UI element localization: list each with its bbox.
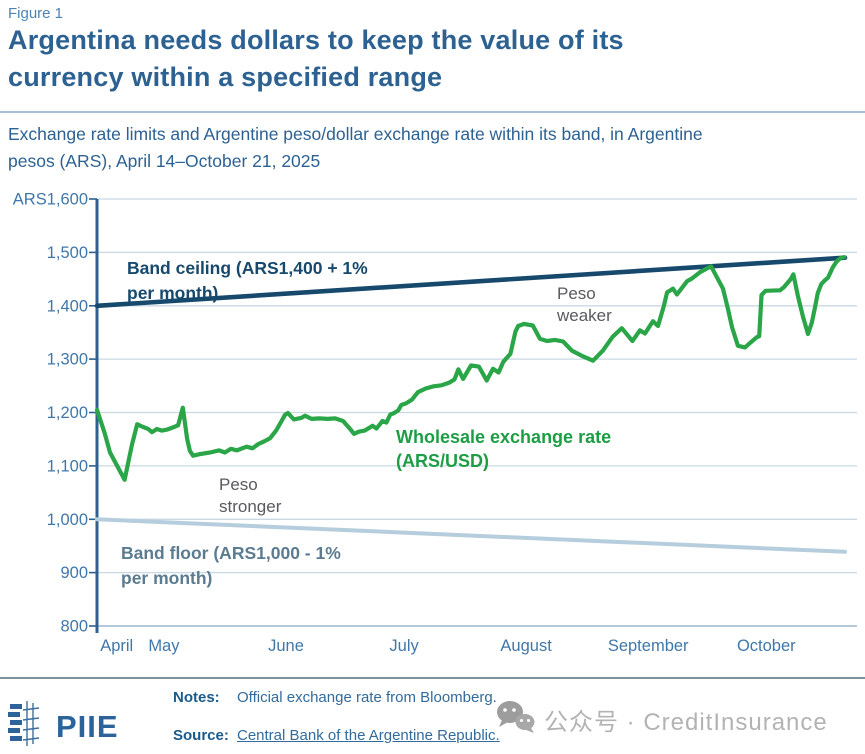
y-tick-label-1300: 1,300 <box>47 351 88 369</box>
wholesale-rate-label: Wholesale exchange rate (ARS/USD) <box>396 427 611 471</box>
x-label-september: September <box>608 637 689 655</box>
x-label-october: October <box>737 637 796 655</box>
piie-logo-text: PIIE <box>56 708 119 744</box>
band-floor-line <box>95 517 847 554</box>
watermark-text: 公众号 · CreditInsurance <box>544 709 828 736</box>
y-tick-label-1500: 1,500 <box>47 244 88 262</box>
figure-label: Figure 1 <box>8 5 64 22</box>
notes-label: Notes: <box>173 689 220 706</box>
x-label-august: August <box>500 637 552 655</box>
y-tick-label-900: 900 <box>60 564 88 582</box>
y-tick-label-1000: 1,000 <box>47 511 88 529</box>
x-label-april: April <box>100 637 133 655</box>
source-row: Source: Central Bank of the Argentine Re… <box>173 727 500 744</box>
watermark: 公众号 · CreditInsurance <box>496 700 828 739</box>
y-tick-label-1100: 1,100 <box>47 457 88 475</box>
x-label-may: May <box>148 637 180 655</box>
band-floor-label: Band floor (ARS1,000 - 1% per month) <box>121 543 341 588</box>
footer-divider <box>0 677 865 679</box>
chart-subtitle-line2: pesos (ARS), April 14–October 21, 2025 <box>8 151 321 171</box>
source-link[interactable]: Central Bank of the Argentine Republic. <box>237 727 500 744</box>
chart-subtitle: Exchange rate limits and Argentine peso/… <box>8 121 860 175</box>
notes-row: Notes: Official exchange rate from Bloom… <box>173 689 497 706</box>
source-label: Source: <box>173 727 229 744</box>
wholesale-rate-line <box>94 255 847 482</box>
band-ceiling-line <box>94 255 848 309</box>
y-tick-label-800: 800 <box>60 618 88 636</box>
page-title-line2: currency within a specified range <box>8 62 443 92</box>
page-title-line1: Argentina needs dollars to keep the valu… <box>8 25 624 55</box>
piie-logo-icon <box>8 699 46 754</box>
piie-logo: PIIE <box>8 699 119 754</box>
x-label-july: July <box>389 637 419 655</box>
y-tick-label-1600: ARS1,600 <box>13 191 88 209</box>
y-tick-label-1400: 1,400 <box>47 297 88 315</box>
notes-text: Official exchange rate from Bloomberg. <box>237 689 497 706</box>
wechat-icon <box>496 700 536 739</box>
peso-weaker-label: Peso weaker <box>556 284 612 325</box>
title-divider <box>0 111 865 113</box>
peso-stronger-label: Peso stronger <box>219 475 282 516</box>
page-title: Argentina needs dollars to keep the valu… <box>8 22 624 96</box>
band-ceiling-label: Band ceiling (ARS1,400 + 1% per month) <box>127 258 368 303</box>
y-tick-label-1200: 1,200 <box>47 404 88 422</box>
x-label-june: June <box>268 637 304 655</box>
chart-subtitle-line1: Exchange rate limits and Argentine peso/… <box>8 124 703 144</box>
